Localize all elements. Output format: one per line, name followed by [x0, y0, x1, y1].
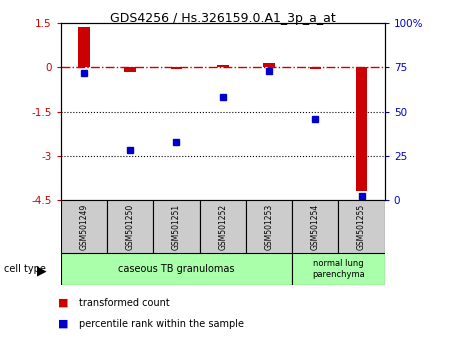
Bar: [356, 67, 367, 191]
Bar: [338, 200, 385, 253]
Text: GSM501254: GSM501254: [311, 204, 320, 250]
Bar: [292, 253, 385, 285]
Bar: [107, 200, 153, 253]
Bar: [292, 200, 338, 253]
Bar: [124, 67, 136, 72]
Bar: [200, 200, 246, 253]
Bar: [61, 200, 107, 253]
Text: transformed count: transformed count: [79, 298, 170, 308]
Text: percentile rank within the sample: percentile rank within the sample: [79, 319, 244, 329]
Bar: [153, 200, 200, 253]
Text: GSM501251: GSM501251: [172, 204, 181, 250]
Bar: [310, 67, 321, 69]
Bar: [61, 253, 292, 285]
Text: GDS4256 / Hs.326159.0.A1_3p_a_at: GDS4256 / Hs.326159.0.A1_3p_a_at: [110, 12, 336, 25]
Bar: [263, 63, 275, 67]
Text: GSM501250: GSM501250: [126, 204, 135, 250]
Text: normal lung
parenchyma: normal lung parenchyma: [312, 259, 365, 279]
Text: caseous TB granulomas: caseous TB granulomas: [118, 264, 235, 274]
Bar: [171, 67, 182, 69]
Bar: [246, 200, 292, 253]
Text: GSM501255: GSM501255: [357, 204, 366, 250]
Text: GSM501253: GSM501253: [265, 204, 274, 250]
Bar: [78, 28, 90, 67]
Bar: [217, 65, 229, 67]
Text: cell type: cell type: [4, 264, 46, 274]
Text: GSM501252: GSM501252: [218, 204, 227, 250]
Text: ▶: ▶: [36, 264, 46, 277]
Text: ■: ■: [58, 298, 68, 308]
Text: GSM501249: GSM501249: [79, 204, 88, 250]
Text: ■: ■: [58, 319, 68, 329]
